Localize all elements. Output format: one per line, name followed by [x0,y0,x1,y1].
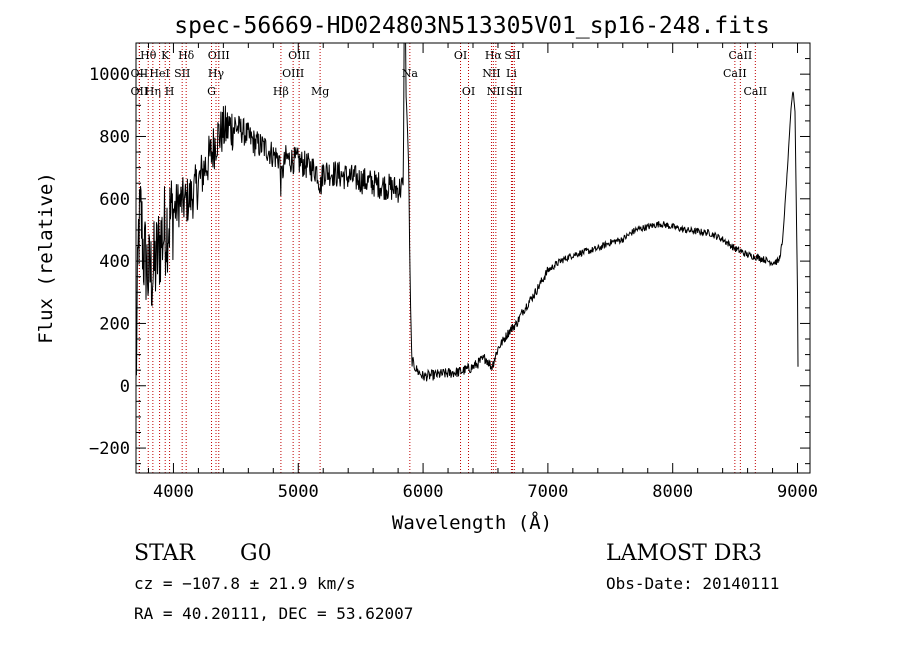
line-marker-label: G [207,85,216,98]
line-marker-label: OI [454,49,467,62]
line-marker-label: HeI [149,67,169,80]
line-marker-label: Hα [485,49,503,62]
line-marker-label: OII [131,85,149,98]
y-axis-label: Flux (relative) [35,172,57,344]
line-marker-label: Hγ [208,67,225,80]
x-axis-label: Wavelength (Å) [392,511,552,534]
line-marker-label: Li [506,67,517,80]
x-tick-label: 4000 [153,482,194,502]
line-marker-label: K [161,49,170,62]
line-marker-label: Hθ [140,49,157,62]
line-marker-label: Hη [145,85,161,98]
x-tick-label: 8000 [652,482,693,502]
line-marker-label: OIII [208,49,230,62]
line-marker-label: CaII [743,85,767,98]
line-marker-label: OIII [282,67,304,80]
line-marker-label: Mg [311,85,329,98]
plot-frame [135,42,811,474]
axis-ticks [136,43,810,473]
line-marker-label: OIII [288,49,310,62]
x-tick-label: 7000 [527,482,568,502]
line-marker-label: SII [504,49,520,62]
object-subclass: G0 [240,541,272,566]
y-tick-label: 600 [99,190,130,210]
y-tick-label: 400 [99,252,130,272]
obs-date: Obs-Date: 20140111 [606,574,779,593]
line-marker-label: Hδ [178,49,195,62]
x-tick-label: 6000 [403,482,444,502]
line-marker-label: SII [174,67,190,80]
line-marker-label: CaII [723,67,747,80]
y-tick-label: 0 [120,377,130,397]
tick-labels: 4000 5000 6000 7000 8000 9000 −200 0 200 400 600 80… [89,65,818,502]
y-tick-label: 1000 [89,65,130,85]
coordinates: RA = 40.20111, DEC = 53.62007 [134,604,413,623]
line-marker-label: SII [506,85,522,98]
survey-name: LAMOST DR3 [606,541,762,566]
x-tick-label: 5000 [278,482,319,502]
line-marker-label: NII [482,67,500,80]
flux-series-line [135,42,799,382]
line-marker-label: OI [462,85,475,98]
x-tick-label: 9000 [777,482,818,502]
line-marker-label: Hβ [273,85,289,98]
line-marker-label: NII [487,85,505,98]
velocity-readout: cz = −107.8 ± 21.9 km/s [134,574,356,593]
chart-title: spec-56669-HD024803N513305V01_sp16-248.f… [174,13,769,39]
line-marker-label: H [165,85,175,98]
y-tick-label: 200 [99,314,130,334]
object-class: STAR [134,541,196,566]
y-tick-label: 800 [99,127,130,147]
y-tick-label: −200 [89,439,130,459]
line-marker-label: CaII [729,49,753,62]
